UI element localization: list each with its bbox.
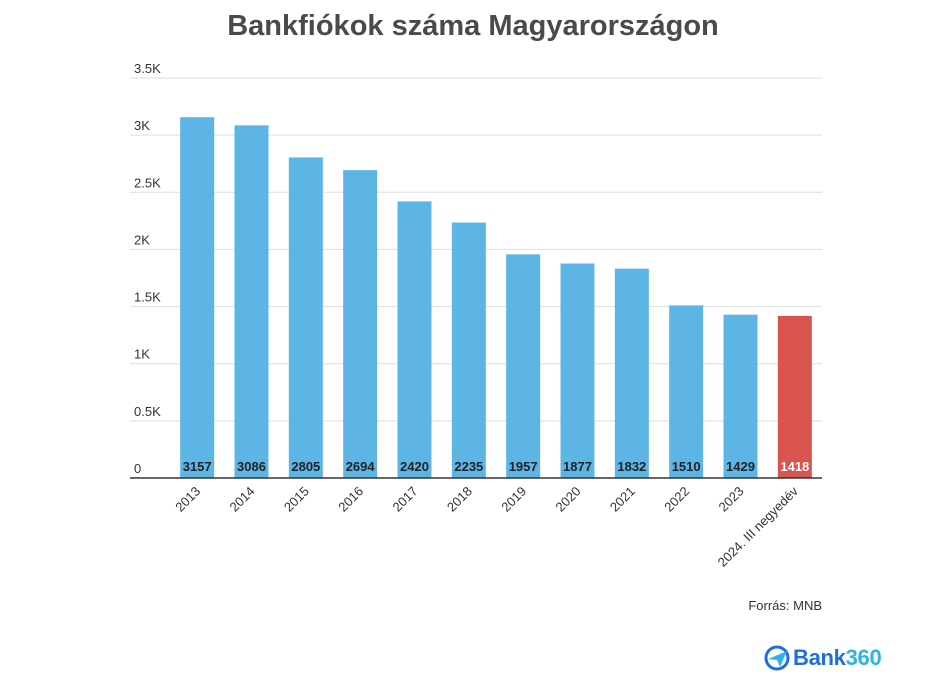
x-tick-label: 2023: [716, 484, 747, 515]
data-label: 3157: [183, 459, 212, 474]
data-label: 1877: [563, 459, 592, 474]
x-tick-label: 2014: [227, 484, 258, 515]
logo-text-bank: Bank: [793, 645, 846, 670]
data-label: 1957: [509, 459, 538, 474]
bar: [506, 254, 541, 478]
bars: [180, 117, 812, 479]
data-label: 2694: [346, 459, 376, 474]
logo-text-360: 360: [845, 645, 882, 670]
data-label: 2235: [454, 459, 483, 474]
bar-chart: 0 0.5K 1K 1.5K 2K 2.5K 3K 3.5K 3157 3086 2805 2694…: [130, 61, 822, 570]
y-axis-ticks: 0 0.5K 1K 1.5K 2K 2.5K 3K 3.5K: [134, 61, 161, 476]
x-tick-label: 2013: [172, 484, 203, 515]
chart-title: Bankfiókok száma Magyarországon: [227, 10, 719, 42]
y-tick-label: 1.5K: [134, 290, 161, 305]
bar: [397, 201, 432, 478]
x-tick-label: 2022: [661, 484, 692, 515]
bar: [777, 315, 812, 478]
y-tick-label: 3.5K: [134, 61, 161, 76]
data-label: 2805: [291, 459, 320, 474]
y-tick-label: 1K: [134, 347, 150, 362]
data-label: 1832: [617, 459, 646, 474]
bar: [560, 263, 595, 478]
y-tick-label: 2.5K: [134, 175, 161, 190]
data-label: 1429: [726, 459, 755, 474]
data-label: 1418: [780, 459, 809, 474]
bank360-logo: Bank360: [764, 643, 924, 673]
x-tick-label: 2016: [335, 484, 366, 515]
data-label: 1510: [672, 459, 701, 474]
bar: [288, 157, 323, 478]
bar: [180, 117, 215, 478]
y-tick-label: 2K: [134, 232, 150, 247]
data-label: 3086: [237, 459, 266, 474]
y-tick-label: 0: [134, 461, 141, 476]
data-label: 2420: [400, 459, 429, 474]
y-tick-label: 0.5K: [134, 404, 161, 419]
bar: [343, 170, 378, 478]
source-note: Forrás: MNB: [748, 598, 822, 613]
bar: [669, 305, 704, 478]
x-tick-label: 2018: [444, 484, 475, 515]
paper-plane-icon: [764, 645, 790, 671]
x-tick-label: 2021: [607, 484, 638, 515]
y-tick-label: 3K: [134, 118, 150, 133]
bar: [234, 125, 269, 479]
data-labels: 3157 3086 2805 2694 2420 2235 1957 1877 1832 1510…: [183, 459, 810, 474]
bar: [451, 222, 486, 478]
bar: [614, 268, 649, 478]
x-tick-label: 2019: [498, 484, 529, 515]
bar: [723, 314, 758, 478]
x-axis-ticks: 2013 2014 2015 2016 2017 2018 2019 2020 2021 2022…: [172, 483, 801, 570]
x-tick-label: 2020: [553, 484, 584, 515]
x-tick-label: 2017: [390, 484, 421, 515]
x-tick-label: 2015: [281, 484, 312, 515]
